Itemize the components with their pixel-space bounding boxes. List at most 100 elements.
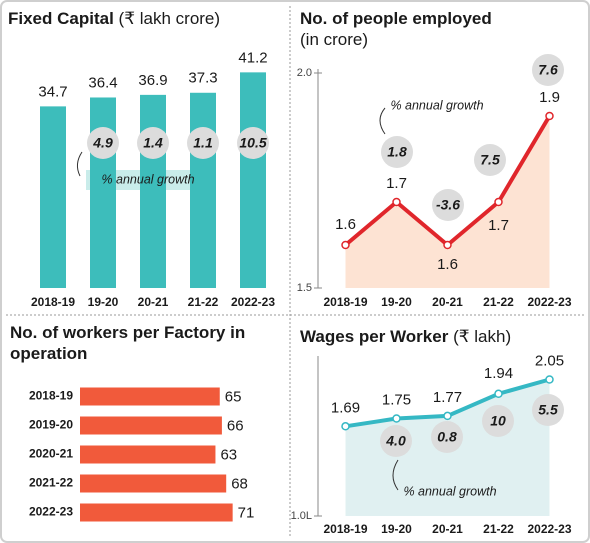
- growth-bubble: [187, 127, 219, 159]
- y-tick-label: 1.5: [297, 282, 312, 294]
- value-label: 41.2: [238, 49, 267, 66]
- growth-bubble: [482, 405, 514, 437]
- value-label: 71: [238, 504, 255, 521]
- chart-title: No. of people employed: [300, 9, 492, 28]
- value-label: 1.6: [335, 216, 356, 233]
- x-tick-label: 2018-19: [323, 295, 367, 309]
- chart-title-box: Fixed Capital (₹ lakh crore): [8, 8, 288, 29]
- chart-subtitle: (₹ lakh): [453, 327, 512, 346]
- chart-title-box: Wages per Worker (₹ lakh): [300, 326, 580, 347]
- chart-title-block: Fixed Capital (₹ lakh crore): [8, 8, 288, 29]
- x-tick-label: 2022-23: [231, 295, 275, 309]
- bar: [90, 97, 116, 288]
- annotation-arrow: [392, 459, 399, 491]
- chart-title-box: No. of workers per Factory in operation: [10, 322, 275, 364]
- growth-bubble: [137, 127, 169, 159]
- value-label: 37.3: [188, 70, 217, 87]
- value-label: 36.4: [88, 74, 117, 91]
- chart-title-box: No. of people employed (in crore): [300, 8, 580, 50]
- annotation-arrow: [379, 107, 386, 135]
- x-tick-label: 20-21: [432, 522, 463, 536]
- chart-title-block: No. of workers per Factory in operation: [10, 322, 275, 364]
- value-label: 1.7: [488, 217, 509, 234]
- y-tick-label: 2021-22: [29, 476, 73, 490]
- bar: [80, 445, 216, 464]
- growth-label: 0.8: [437, 429, 457, 445]
- growth-label: 7.5: [480, 152, 500, 168]
- growth-bubble: [87, 127, 119, 159]
- x-tick-label: 21-22: [483, 522, 514, 536]
- value-label: 1.6: [437, 256, 458, 273]
- chart-title: Wages per Worker: [300, 327, 449, 346]
- point: [494, 389, 503, 399]
- value-label: 65: [225, 388, 242, 405]
- growth-bubble: [431, 421, 463, 453]
- annotation: % annual growth: [403, 484, 496, 498]
- growth-label: 7.6: [538, 62, 558, 78]
- chart-title-block: No. of people employed (in crore): [300, 8, 580, 50]
- point: [392, 197, 401, 207]
- growth-bubble: [532, 54, 564, 86]
- bar: [40, 106, 66, 288]
- x-tick-label: 20-21: [138, 295, 169, 309]
- bar: [140, 94, 166, 288]
- annotation: % annual growth: [390, 98, 483, 112]
- bar: [240, 72, 266, 288]
- bar: [190, 92, 216, 289]
- point: [443, 240, 452, 250]
- growth-label: 4.9: [92, 135, 113, 151]
- growth-bubble: [237, 127, 269, 159]
- growth-label: 5.5: [538, 402, 558, 418]
- x-tick-label: 2022-23: [527, 522, 571, 536]
- x-tick-label: 20-21: [432, 295, 463, 309]
- value-label: 1.7: [386, 175, 407, 192]
- value-label: 34.7: [38, 83, 67, 100]
- annotation-arrow: [76, 151, 83, 177]
- point: [341, 240, 350, 250]
- point: [494, 197, 503, 207]
- point: [341, 422, 350, 431]
- growth-bubble: [474, 144, 506, 176]
- growth-bubble: [381, 136, 413, 168]
- x-tick-label: 2022-23: [527, 295, 571, 309]
- value-label: 1.77: [433, 389, 462, 406]
- growth-label: 1.4: [143, 135, 163, 151]
- area: [345, 116, 550, 288]
- x-tick-label: 2018-19: [31, 295, 75, 309]
- y-tick-label: 2020-21: [29, 447, 73, 461]
- growth-label: 10.5: [239, 135, 266, 151]
- value-label: 1.9: [539, 89, 560, 106]
- x-tick-label: 21-22: [188, 295, 219, 309]
- y-tick-label: 2022-23: [29, 505, 73, 519]
- y-tick-label: 1.0L: [291, 510, 312, 522]
- value-label: 63: [220, 446, 237, 463]
- x-tick-label: 19-20: [88, 295, 119, 309]
- x-tick-label: 19-20: [381, 522, 412, 536]
- bar: [80, 474, 227, 493]
- growth-label: -3.6: [436, 197, 460, 213]
- point: [392, 414, 401, 423]
- bar: [80, 503, 233, 522]
- value-label: 68: [231, 475, 248, 492]
- value-label: 1.69: [331, 399, 360, 416]
- chart-title: Fixed Capital: [8, 9, 114, 28]
- value-label: 1.75: [382, 391, 411, 408]
- x-tick-label: 2018-19: [323, 522, 367, 536]
- chart-title-block: Wages per Worker (₹ lakh): [300, 326, 580, 347]
- x-tick-label: 21-22: [483, 295, 514, 309]
- growth-label: 1.8: [387, 144, 407, 160]
- y-tick-label: 2.0: [297, 67, 312, 79]
- bar: [80, 387, 220, 406]
- value-label: 36.9: [138, 72, 167, 89]
- chart-title: No. of workers per Factory in operation: [10, 323, 246, 363]
- growth-label: 1.1: [193, 135, 213, 151]
- growth-label: 10: [490, 413, 506, 429]
- value-label: 66: [227, 417, 244, 434]
- value-label: 2.05: [535, 352, 564, 369]
- annotation: % annual growth: [101, 172, 194, 186]
- bar: [80, 416, 222, 435]
- value-label: 1.94: [484, 365, 513, 382]
- growth-bubble: [532, 394, 564, 426]
- growth-bubble: [432, 189, 464, 221]
